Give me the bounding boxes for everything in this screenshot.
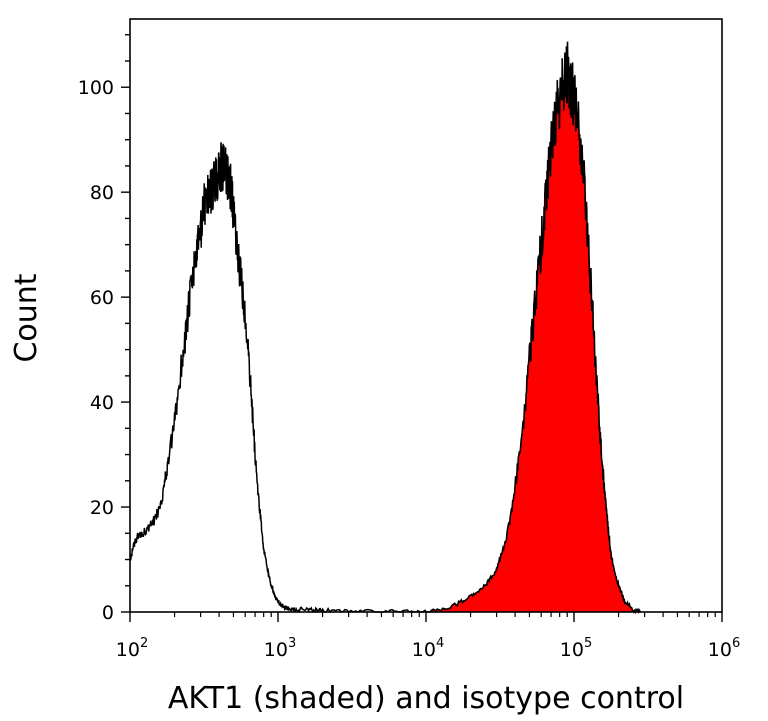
y-tick-label: 100 [78,77,114,99]
y-tick-label: 60 [90,287,114,309]
y-tick-label: 40 [90,392,114,414]
series-outline [425,41,641,615]
y-tick-label: 0 [102,602,114,624]
y-tick-label: 80 [90,182,114,204]
series-fill [426,41,641,613]
y-axis-title: Count [9,273,44,362]
series-line [129,142,427,614]
plot-area [129,41,641,615]
x-tick-label: 102 [116,636,148,661]
plot-frame [129,18,723,613]
x-tick-label: 106 [708,636,740,661]
y-tick-label: 20 [90,497,114,519]
x-axis-title: AKT1 (shaded) and isotype control [168,681,684,716]
axes: 0 20 40 60 80 100 102 103 104 105 106 [78,18,740,661]
x-tick-label: 105 [560,636,592,661]
x-tick-label: 103 [264,636,296,661]
x-tick-label: 104 [412,636,444,661]
